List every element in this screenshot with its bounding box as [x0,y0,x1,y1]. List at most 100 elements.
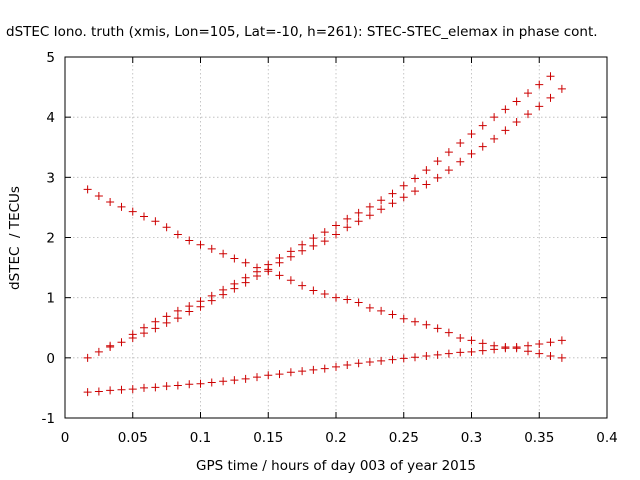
data-point [286,247,295,256]
data-point [139,323,148,332]
data-point [388,199,397,208]
data-point [275,370,284,379]
data-point [354,208,363,217]
data-point [377,205,386,214]
x-tick-label: 0.05 [118,430,148,446]
series-ascending-lower [83,84,566,362]
data-point [354,359,363,368]
x-tick-label: 0.2 [325,430,346,446]
data-point [354,217,363,226]
series-ascending-upper [106,72,555,350]
data-point [524,110,533,119]
data-point [151,217,160,226]
data-point [524,341,533,350]
data-point [298,240,307,249]
data-point [286,276,295,285]
data-point [388,189,397,198]
data-point [207,244,216,253]
data-point [410,353,419,362]
series-descending [83,185,566,362]
data-point [433,350,442,359]
data-point [557,84,566,93]
data-point [535,349,544,358]
data-point [196,297,205,306]
y-tick-label: 0 [46,351,55,367]
data-point [253,373,262,382]
data-point [185,380,194,389]
data-point [524,89,533,98]
data-point [106,198,115,207]
data-point [557,353,566,362]
x-tick-label: 0.4 [596,430,617,446]
data-point [377,306,386,315]
y-tick-label: 4 [46,110,55,126]
data-point [557,336,566,345]
data-point [309,365,318,374]
data-point [365,202,374,211]
x-tick-label: 0 [61,430,70,446]
data-point [219,249,228,258]
data-point [286,368,295,377]
y-tick-label: 3 [46,170,55,186]
data-point [343,223,352,232]
data-point [219,377,228,386]
x-axis-label: GPS time / hours of day 003 of year 2015 [196,458,476,474]
data-point [83,185,92,194]
data-point [332,221,340,230]
data-point [410,174,419,183]
data-point [173,314,182,323]
data-point [219,285,228,294]
data-point [275,271,284,280]
data-point [332,293,340,302]
data-point [253,267,262,276]
chart-title: dSTEC Iono. truth (xmis, Lon=105, Lat=-1… [6,24,598,40]
data-point [365,358,374,367]
data-point [343,214,352,223]
data-point [354,298,363,307]
data-point [298,281,307,290]
data-point [241,273,250,282]
data-point [444,166,453,175]
data-point [309,234,318,243]
data-point [422,180,431,189]
data-point [309,286,318,295]
data-point [490,113,499,122]
data-points [83,72,566,397]
y-tick-label: 2 [46,231,55,247]
data-point [117,385,126,394]
data-point [512,343,521,352]
data-point [343,361,352,370]
data-point [320,237,329,246]
data-point [117,202,126,211]
data-point [151,317,160,326]
data-point [433,157,442,166]
data-point [162,223,171,232]
data-point [478,142,487,151]
data-point [546,352,555,361]
data-point [83,353,92,362]
data-point [139,383,148,392]
y-tick-label: -1 [42,411,55,427]
data-point [230,254,239,263]
data-point [173,381,182,390]
x-tick-labels: 0 0.05 0.1 0.15 0.2 0.25 0.3 0.35 0.4 [61,430,618,446]
data-point [456,333,465,342]
data-point [320,364,329,373]
data-point [365,211,374,220]
y-axis-label: dSTEC / TECUs [7,186,23,290]
data-point [207,291,216,300]
data-point [309,241,318,250]
data-point [230,376,239,385]
data-point [535,339,544,348]
data-point [399,193,408,202]
data-point [478,346,487,355]
data-point [320,228,329,237]
data-point [467,149,476,158]
data-point [444,148,453,157]
data-point [264,260,273,269]
data-point [343,295,352,304]
data-point [546,72,555,81]
data-point [332,230,340,239]
data-point [365,303,374,312]
data-point [399,354,408,363]
